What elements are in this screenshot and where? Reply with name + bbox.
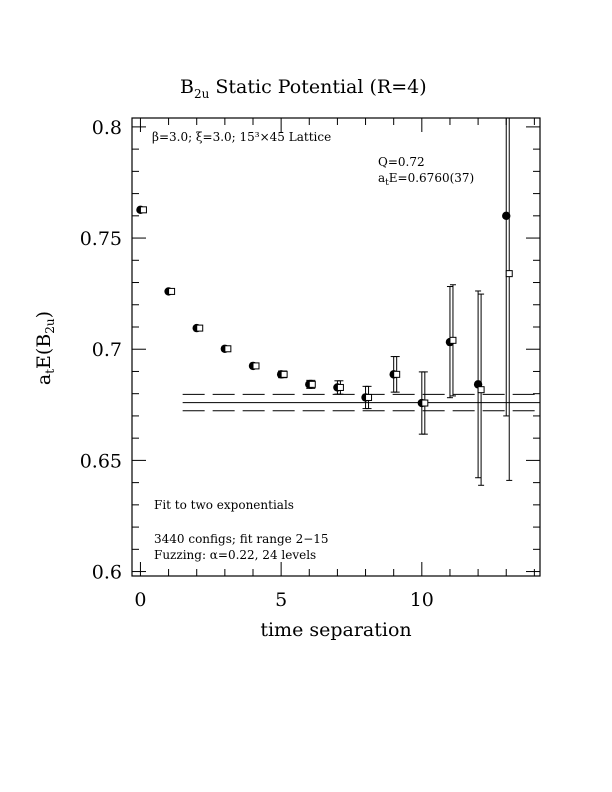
fit-label-annotation: Fit to two exponentials [154,498,294,512]
y-tick-label: 0.6 [92,562,122,584]
data-point-square [365,393,373,401]
chart-title: B2u Static Potential (R=4) [180,76,427,101]
x-tick-label: 5 [275,589,287,611]
data-point-square [168,287,176,295]
y-tick-label: 0.65 [80,450,122,472]
tick-labels: 0 5 10 0.6 0.65 0.7 0.75 0.8 [80,117,434,611]
fit-band [182,393,540,412]
configs-annotation: 3440 configs; fit range 2−15 [154,532,329,546]
y-axis-label: atE(B2u) [33,311,57,385]
data-point-square [421,399,429,407]
x-tick-label: 10 [410,589,434,611]
data-point-square [336,383,344,391]
data-point-square [477,386,485,394]
y-tick-label: 0.75 [80,228,122,250]
data-point-square [139,206,147,214]
fuzzing-annotation: Fuzzing: α=0.22, 24 levels [154,548,316,562]
data-point-square [196,324,204,332]
data-point-square [252,362,260,370]
data-point-circle [502,211,511,221]
x-tick-label: 0 [134,589,146,611]
data-point-square [224,345,232,353]
major-ticks [132,118,540,576]
y-tick-label: 0.8 [92,117,122,139]
data-markers [136,205,513,408]
data-point-square [280,370,288,378]
data-point-square [308,380,316,388]
y-tick-label: 0.7 [92,339,122,361]
energy-annotation: atE=0.6760(37) [378,171,474,188]
data-point-square [449,336,457,344]
data-point-square [393,370,401,378]
data-point-square [505,270,513,278]
q-value-annotation: Q=0.72 [378,155,425,169]
plot-frame [131,117,541,577]
lattice-params-annotation: β=3.0; ξ=3.0; 15³×45 Lattice [152,130,331,144]
x-axis-label: time separation [260,619,411,641]
